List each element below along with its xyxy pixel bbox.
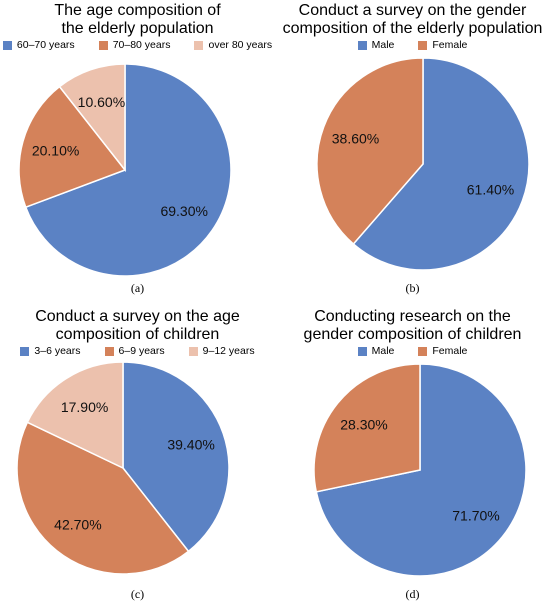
- legend-swatch: [357, 40, 367, 50]
- chart-title-d: Conducting research on the gender compos…: [303, 308, 522, 343]
- panel-b: 61.40% 38.60% Conduct a survey on the gen…: [275, 0, 550, 306]
- caption-b: (b): [405, 281, 420, 295]
- legend-label: 9–12 years: [202, 345, 255, 357]
- legend-item-a-1: 60–70 years: [2, 39, 75, 51]
- legend-label: 70–80 years: [112, 39, 171, 51]
- pie-slice-d-1: [315, 363, 527, 577]
- legend-a: 60–70 years 70–80 years over 80 years: [0, 39, 275, 51]
- pie-chart-b: 61.40% 38.60%: [316, 57, 530, 271]
- slice-label-c-2: 42.70%: [54, 516, 101, 532]
- legend-swatch: [188, 346, 198, 356]
- legend-swatch: [418, 346, 428, 356]
- legend-item-d-1: Male: [357, 345, 395, 357]
- chart-title-a: The age composition of the elderly popul…: [54, 2, 221, 37]
- slice-label-c-1: 39.40%: [167, 436, 214, 452]
- caption-c: (c): [130, 587, 145, 601]
- legend-swatch: [2, 40, 12, 50]
- legend-label: Female: [432, 345, 468, 357]
- legend-item-b-2: Female: [418, 39, 467, 51]
- slice-label-a-3: 10.60%: [78, 94, 125, 110]
- legend-label: 3–6 years: [34, 345, 81, 357]
- pie-slice-a-2: [18, 85, 127, 209]
- legend-item-a-2: 70–80 years: [98, 39, 171, 51]
- pie-slice-a-1: [24, 63, 232, 277]
- legend-label: over 80 years: [208, 39, 273, 51]
- pie-slice-b-1: [352, 57, 530, 271]
- chart-title-c: Conduct a survey on the age composition …: [35, 308, 240, 343]
- slice-label-a-2: 20.10%: [32, 143, 79, 159]
- legend-label: 60–70 years: [16, 39, 75, 51]
- legend-label: Female: [432, 39, 468, 51]
- pie-slice-c-1: [122, 361, 230, 553]
- legend-c: 3–6 years 6–9 years 9–12 years: [0, 345, 275, 357]
- pie-slice-b-2: [316, 57, 424, 246]
- chart-title-b: Conduct a survey on the gender compositi…: [282, 2, 543, 37]
- legend-swatch: [104, 346, 114, 356]
- pie-slice-c-3: [26, 361, 124, 470]
- legend-d: Male Female: [275, 345, 550, 357]
- legend-label: 6–9 years: [118, 345, 165, 357]
- caption-d: (d): [405, 587, 420, 601]
- legend-label: Male: [371, 39, 395, 51]
- legend-item-d-2: Female: [418, 345, 467, 357]
- pie-chart-a: 69.30% 20.10% 10.60%: [18, 63, 232, 277]
- pie-slice-d-2: [313, 363, 421, 493]
- legend-label: Male: [371, 345, 395, 357]
- legend-item-c-1: 3–6 years: [20, 345, 81, 357]
- legend-item-b-1: Male: [357, 39, 395, 51]
- slice-label-d-1: 71.70%: [452, 507, 499, 523]
- legend-item-c-2: 6–9 years: [104, 345, 165, 357]
- slice-label-d-2: 28.30%: [340, 417, 387, 433]
- panel-d: 71.70% 28.30% Conducting research on the …: [275, 306, 550, 612]
- legend-swatch: [418, 40, 428, 50]
- legend-item-c-3: 9–12 years: [188, 345, 255, 357]
- pie-chart-d: 71.70% 28.30%: [313, 363, 527, 577]
- legend-swatch: [194, 40, 204, 50]
- slice-label-a-1: 69.30%: [160, 203, 207, 219]
- legend-swatch: [98, 40, 108, 50]
- legend-swatch: [20, 346, 30, 356]
- legend-b: Male Female: [275, 39, 550, 51]
- slice-label-c-3: 17.90%: [61, 399, 108, 415]
- legend-swatch: [357, 346, 367, 356]
- slice-label-b-2: 38.60%: [332, 131, 379, 147]
- pie-slice-a-3: [58, 63, 126, 173]
- slice-label-b-1: 61.40%: [467, 181, 514, 197]
- legend-item-a-3: over 80 years: [194, 39, 272, 51]
- pie-slice-c-2: [16, 421, 190, 575]
- panel-c: 39.40% 42.70% 17.90% Conduct a survey on t…: [0, 306, 275, 612]
- caption-a: (a): [130, 281, 145, 295]
- pie-chart-c: 39.40% 42.70% 17.90%: [16, 361, 230, 575]
- panel-a: 69.30% 20.10% 10.60% The age composition o…: [0, 0, 275, 306]
